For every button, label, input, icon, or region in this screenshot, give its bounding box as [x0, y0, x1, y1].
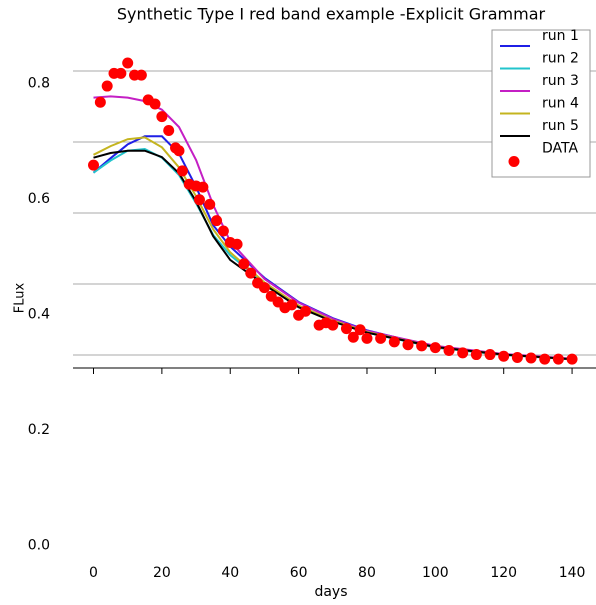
x-tick-label: 120 [490, 565, 517, 581]
series-line [93, 95, 573, 360]
data-point [258, 282, 270, 294]
data-point [416, 340, 428, 352]
legend-label: run 2 [542, 51, 579, 67]
data-point [388, 336, 400, 348]
data-point [204, 198, 216, 210]
data-point [327, 319, 339, 331]
legend-box [491, 29, 591, 178]
x-tick-label: 100 [422, 565, 449, 581]
x-tick-label: 80 [358, 565, 376, 581]
x-tick-label: 20 [153, 565, 171, 581]
data-point [135, 69, 147, 81]
data-point [173, 145, 185, 157]
data-point [163, 125, 175, 137]
data-point [402, 339, 414, 351]
data-point [539, 353, 551, 365]
data-point [347, 331, 359, 343]
legend-swatch [508, 156, 520, 167]
data-point [470, 349, 482, 361]
data-point [101, 80, 113, 92]
data-point [552, 353, 564, 365]
x-tick-label: 140 [559, 565, 586, 581]
legend-label: run 5 [542, 118, 579, 134]
data-point [115, 67, 127, 79]
data-point [484, 349, 496, 361]
data-point [566, 353, 578, 365]
legend-label: DATA [542, 141, 578, 157]
y-tick-label: 0.8 [28, 76, 50, 92]
data-point [211, 215, 223, 227]
data-point [457, 347, 469, 359]
data-point [197, 181, 209, 193]
data-point [299, 305, 311, 317]
x-tick-label: 40 [221, 565, 239, 581]
data-point [340, 323, 352, 335]
data-point [149, 98, 161, 110]
y-axis-label: FLux [13, 282, 28, 313]
y-tick-label: 0.6 [28, 191, 50, 207]
data-point [238, 258, 250, 270]
data-point [498, 350, 510, 362]
data-point [217, 225, 229, 237]
data-point [176, 165, 188, 177]
series-line [93, 149, 573, 361]
legend-label: run 1 [542, 28, 579, 44]
data-point [354, 324, 366, 336]
data-point [511, 351, 523, 363]
x-tick-label: 60 [290, 565, 308, 581]
data-point [94, 96, 106, 108]
data-point [88, 159, 100, 171]
x-axis-label: days [314, 584, 347, 600]
legend-label: run 4 [542, 96, 579, 112]
data-point [443, 345, 455, 357]
legend-label: run 3 [542, 73, 579, 89]
data-point [361, 332, 373, 344]
data-point [429, 342, 441, 354]
x-tick-label: 0 [89, 565, 98, 581]
data-point [156, 111, 168, 123]
y-tick-label: 0.2 [28, 422, 50, 438]
y-tick-label: 0.0 [28, 538, 50, 554]
data-point [193, 194, 205, 206]
y-tick-label: 0.4 [28, 307, 50, 323]
data-point [231, 238, 243, 250]
data-point [525, 352, 537, 364]
chart-title: Synthetic Type I red band example -Expli… [117, 5, 546, 24]
data-point [122, 57, 134, 69]
data-point [286, 299, 298, 311]
data-point [245, 267, 257, 279]
data-point [375, 332, 387, 344]
